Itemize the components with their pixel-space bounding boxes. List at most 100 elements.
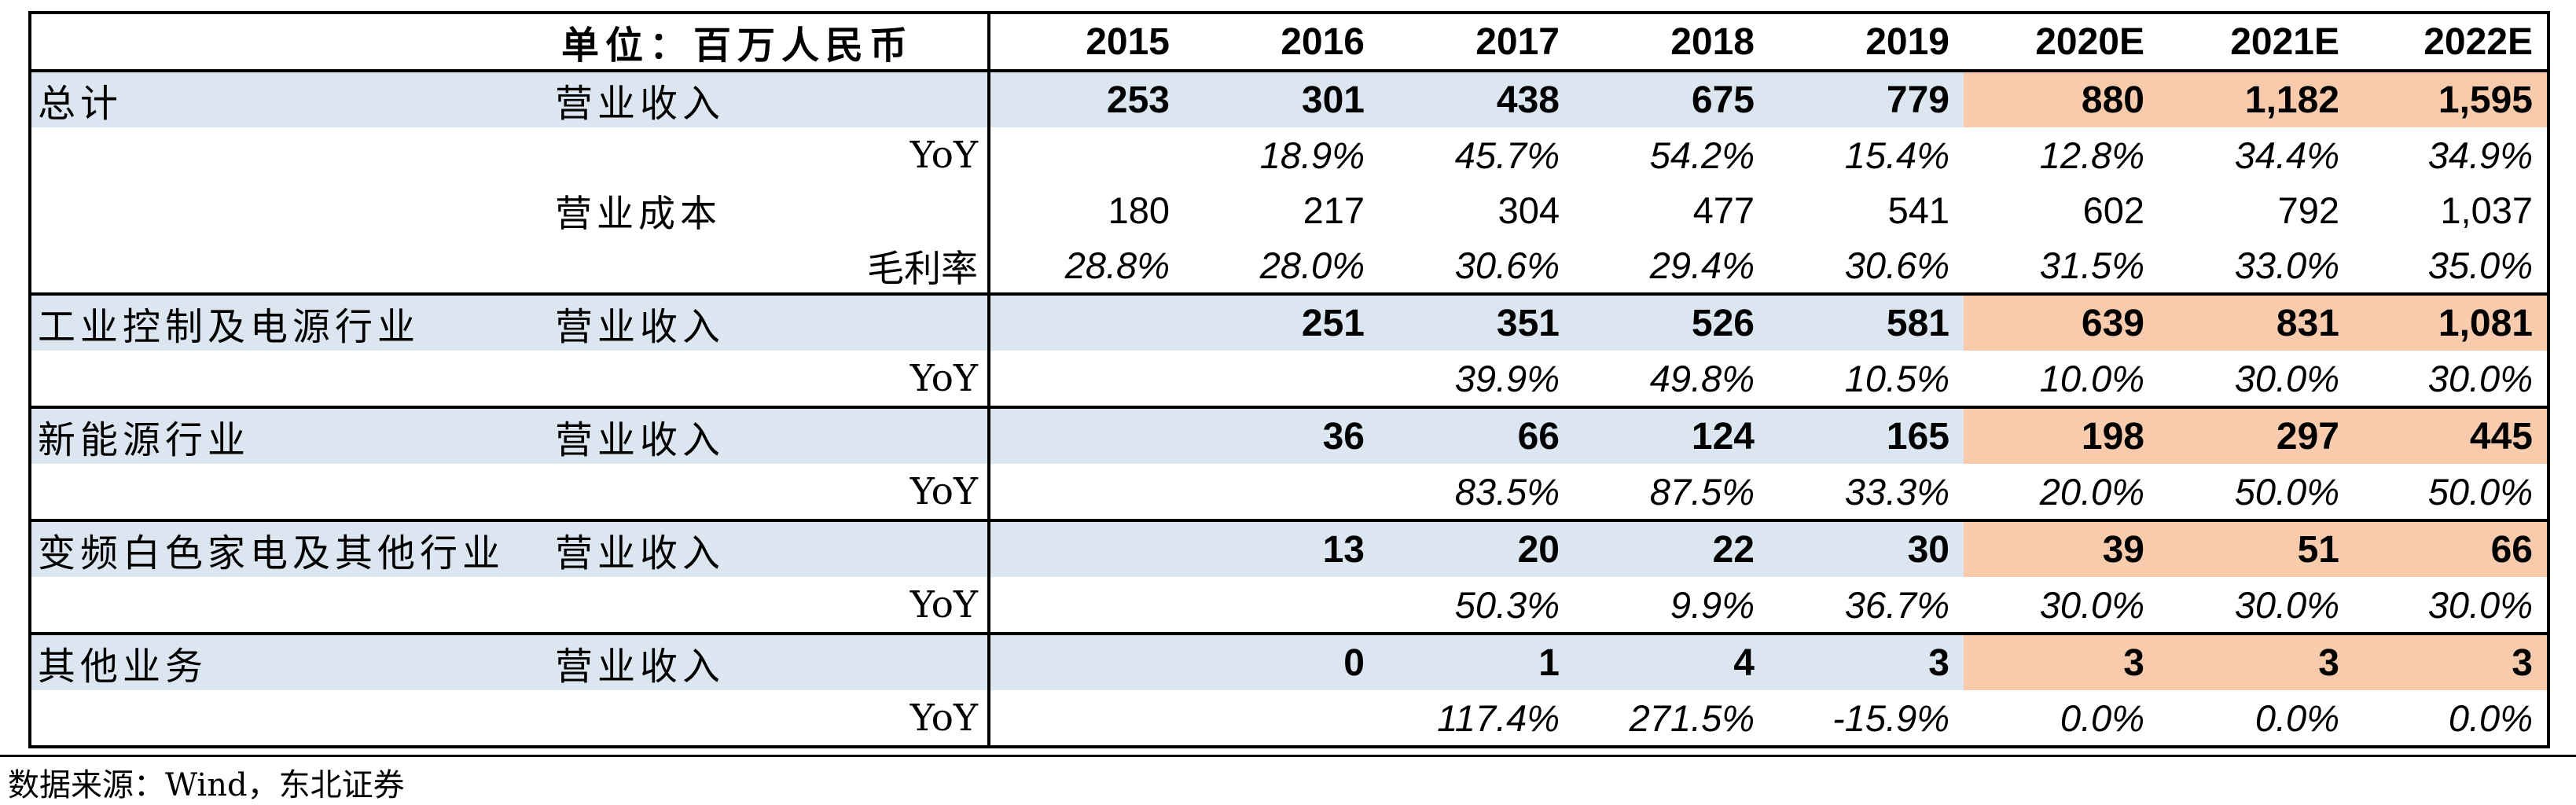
value-cell (989, 351, 1184, 409)
value-cell: 3 (1964, 634, 2159, 690)
value-cell: 20.0% (1964, 464, 2159, 522)
segment-label (30, 127, 549, 182)
value-cell (989, 407, 1184, 464)
value-cell: 117.4% (1379, 690, 1574, 748)
value-cell: -15.9% (1769, 690, 1964, 748)
value-cell: 124 (1574, 407, 1769, 464)
value-cell: 602 (2082, 189, 2144, 231)
value-cell: 49.8% (1574, 351, 1769, 409)
value-cell: 18.9% (1259, 134, 1365, 176)
value-cell: 477 (1692, 189, 1755, 231)
value-cell (989, 127, 1184, 182)
value-cell (989, 634, 1184, 690)
year-header: 2020E (1964, 13, 2159, 72)
value-cell: 297 (2159, 407, 2354, 464)
value-cell: 83.5% (1379, 464, 1574, 522)
metric-label: YoY (549, 127, 990, 182)
yoy-row: YoY 39.9% 49.8% 10.5% 10.0% 30.0% 30.0% (30, 351, 2548, 409)
value-cell (989, 690, 1184, 748)
revenue-row: 变频白色家电及其他行业 营业收入 13 20 22 30 39 51 66 (30, 520, 2548, 577)
value-cell: 13 (1184, 520, 1379, 577)
value-cell: 54.2% (1649, 134, 1755, 176)
value-cell: 0.0% (1964, 690, 2159, 748)
segment-label (30, 577, 549, 635)
value-cell: 1,595 (2354, 71, 2548, 127)
value-cell: 36.7% (1769, 577, 1964, 635)
value-cell: 39.9% (1379, 351, 1574, 409)
metric-label: YoY (549, 577, 990, 635)
value-cell: 30.0% (2159, 351, 2354, 409)
gross-margin-row: 毛利率 28.8% 28.0% 30.6% 29.4% 30.6% 31.5% 33.0% 35… (30, 237, 2548, 296)
value-cell: 3 (2159, 634, 2354, 690)
footer-divider (0, 755, 2576, 757)
segment-label (30, 182, 549, 237)
segment-label: 其他业务 (30, 634, 549, 690)
header-row: 单位：百万人民币 2015 2016 2017 2018 2019 2020E … (30, 13, 2548, 72)
value-cell (1184, 690, 1379, 748)
metric-label: 营业成本 (549, 182, 990, 237)
value-cell: 30.0% (2354, 351, 2548, 409)
value-cell: 0.0% (2354, 690, 2548, 748)
year-header: 2015 (989, 13, 1184, 72)
value-cell: 301 (1184, 71, 1379, 127)
value-cell: 30.0% (2354, 577, 2548, 635)
value-cell: 87.5% (1574, 464, 1769, 522)
value-cell: 541 (1887, 189, 1949, 231)
metric-label: 毛利率 (549, 237, 990, 296)
value-cell: 831 (2159, 294, 2354, 351)
source-note: 数据来源：Wind，东北证券 (8, 767, 405, 803)
segment-label: 变频白色家电及其他行业 (30, 520, 549, 577)
year-header: 2019 (1769, 13, 1964, 72)
value-cell: 34.9% (2427, 134, 2533, 176)
value-cell: 45.7% (1454, 134, 1560, 176)
revenue-row: 工业控制及电源行业 营业收入 251 351 526 581 639 831 1,081 (30, 294, 2548, 351)
value-cell: 22 (1574, 520, 1769, 577)
value-cell: 30.0% (2159, 577, 2354, 635)
value-cell: 30 (1769, 520, 1964, 577)
segment-label: 总计 (30, 71, 549, 127)
value-cell: 180 (1108, 189, 1170, 231)
value-cell: 351 (1379, 294, 1574, 351)
value-cell: 33.0% (2159, 237, 2354, 296)
segment-label: 新能源行业 (30, 407, 549, 464)
value-cell: 253 (989, 71, 1184, 127)
value-cell: 0.0% (2159, 690, 2354, 748)
value-cell: 66 (2354, 520, 2548, 577)
value-cell: 29.4% (1574, 237, 1769, 296)
value-cell (989, 294, 1184, 351)
segment-label (30, 237, 549, 296)
financial-table: 单位：百万人民币 2015 2016 2017 2018 2019 2020E … (28, 11, 2550, 748)
value-cell (1184, 351, 1379, 409)
value-cell: 581 (1769, 294, 1964, 351)
value-cell: 4 (1574, 634, 1769, 690)
value-cell: 3 (2354, 634, 2548, 690)
value-cell (989, 520, 1184, 577)
value-cell: 639 (1964, 294, 2159, 351)
value-cell: 10.5% (1769, 351, 1964, 409)
segment-label (30, 351, 549, 409)
unit-label-cell: 单位：百万人民币 (549, 13, 990, 72)
value-cell: 12.8% (2039, 134, 2144, 176)
value-cell: 675 (1574, 71, 1769, 127)
value-cell: 30.0% (1964, 577, 2159, 635)
year-header: 2022E (2354, 13, 2548, 72)
value-cell: 880 (1964, 71, 2159, 127)
value-cell: 34.4% (2234, 134, 2339, 176)
value-cell: 33.3% (1769, 464, 1964, 522)
year-header: 2021E (2159, 13, 2354, 72)
value-cell: 15.4% (1844, 134, 1949, 176)
metric-label: 营业收入 (549, 520, 990, 577)
value-cell: 36 (1184, 407, 1379, 464)
metric-label: YoY (549, 690, 990, 748)
value-cell: 792 (2277, 189, 2339, 231)
value-cell: 28.0% (1184, 237, 1379, 296)
value-cell: 1,182 (2159, 71, 2354, 127)
value-cell (989, 577, 1184, 635)
value-cell: 31.5% (1964, 237, 2159, 296)
value-cell: 50.3% (1379, 577, 1574, 635)
value-cell (1184, 577, 1379, 635)
value-cell: 30.6% (1769, 237, 1964, 296)
cost-row: 营业成本 180 217 304 477 541 602 792 1,037 (30, 182, 2548, 237)
value-cell: 0 (1184, 634, 1379, 690)
metric-label: 营业收入 (549, 294, 990, 351)
